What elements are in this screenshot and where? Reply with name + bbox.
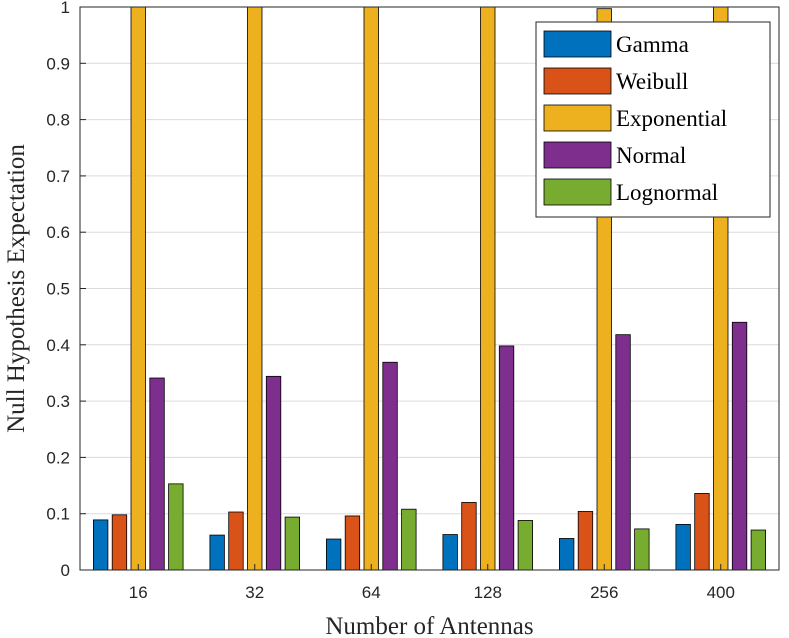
y-tick-label: 0.5 [46,280,70,299]
bar-lognormal [168,483,184,571]
bar-lognormal [517,520,533,571]
y-tick-label: 0.2 [46,448,70,467]
x-tick-label: 64 [362,583,381,602]
x-tick-label: 400 [707,583,735,602]
bar-normal [382,361,398,571]
bar-lognormal [750,529,766,571]
bar-normal [731,321,748,571]
bar-gamma [325,538,342,571]
x-tick-label: 16 [129,583,148,602]
bar-normal [265,375,282,571]
legend-label-lognormal: Lognormal [616,180,718,205]
legend-label-normal: Normal [616,143,686,168]
x-axis-title: Number of Antennas [325,613,533,638]
y-tick-label: 0.1 [46,505,70,524]
legend-swatch-gamma [543,30,612,58]
y-tick-label: 0.4 [46,336,70,355]
bar-lognormal [284,516,301,571]
bar-lognormal [401,508,417,571]
legend-label-weibull: Weibull [616,69,688,94]
x-tick-label: 32 [245,583,264,602]
y-tick-label: 0.7 [46,167,70,186]
bar-gamma [209,534,225,571]
bar-weibull [577,511,594,571]
bar-weibull [344,515,361,571]
bar-exponential [130,6,146,571]
legend-swatch-exponential [543,104,612,132]
y-tick-label: 0 [61,561,70,580]
bar-gamma [442,534,458,571]
y-tick-label: 0.8 [46,111,70,130]
legend-label-gamma: Gamma [616,32,689,57]
y-tick-label: 1 [61,0,70,17]
bar-exponential [247,6,263,571]
bar-gamma [93,519,109,571]
legend-label-exponential: Exponential [616,106,727,131]
x-tick-label: 128 [474,583,502,602]
legend-swatch-lognormal [543,178,612,206]
bar-gamma [559,538,575,571]
bar-weibull [694,493,710,571]
bar-weibull [461,502,477,571]
y-tick-label: 0.6 [46,223,70,242]
legend-swatch-normal [543,141,612,169]
bar-weibull [111,514,128,571]
bar-exponential [480,6,496,571]
legend-swatch-weibull [543,67,612,95]
axis-ticks: 0 0.1 0.2 0.3 0.4 0.5 0.6 0.7 0.8 0.9 1 16 32 64 128 25… [46,0,735,602]
bar-normal [149,377,165,571]
bar-exponential [363,6,379,571]
bar-weibull [228,511,244,571]
bar-normal [498,345,515,571]
y-tick-label: 0.9 [46,54,70,73]
y-axis-title: Null Hypothesis Expectation [3,144,30,433]
bar-gamma [675,523,691,571]
bar-normal [615,334,631,571]
y-tick-label: 0.3 [46,392,70,411]
x-tick-label: 256 [590,583,618,602]
bar-lognormal [634,528,650,571]
legend: Gamma Weibull Exponential Normal Lognormal [535,21,771,218]
